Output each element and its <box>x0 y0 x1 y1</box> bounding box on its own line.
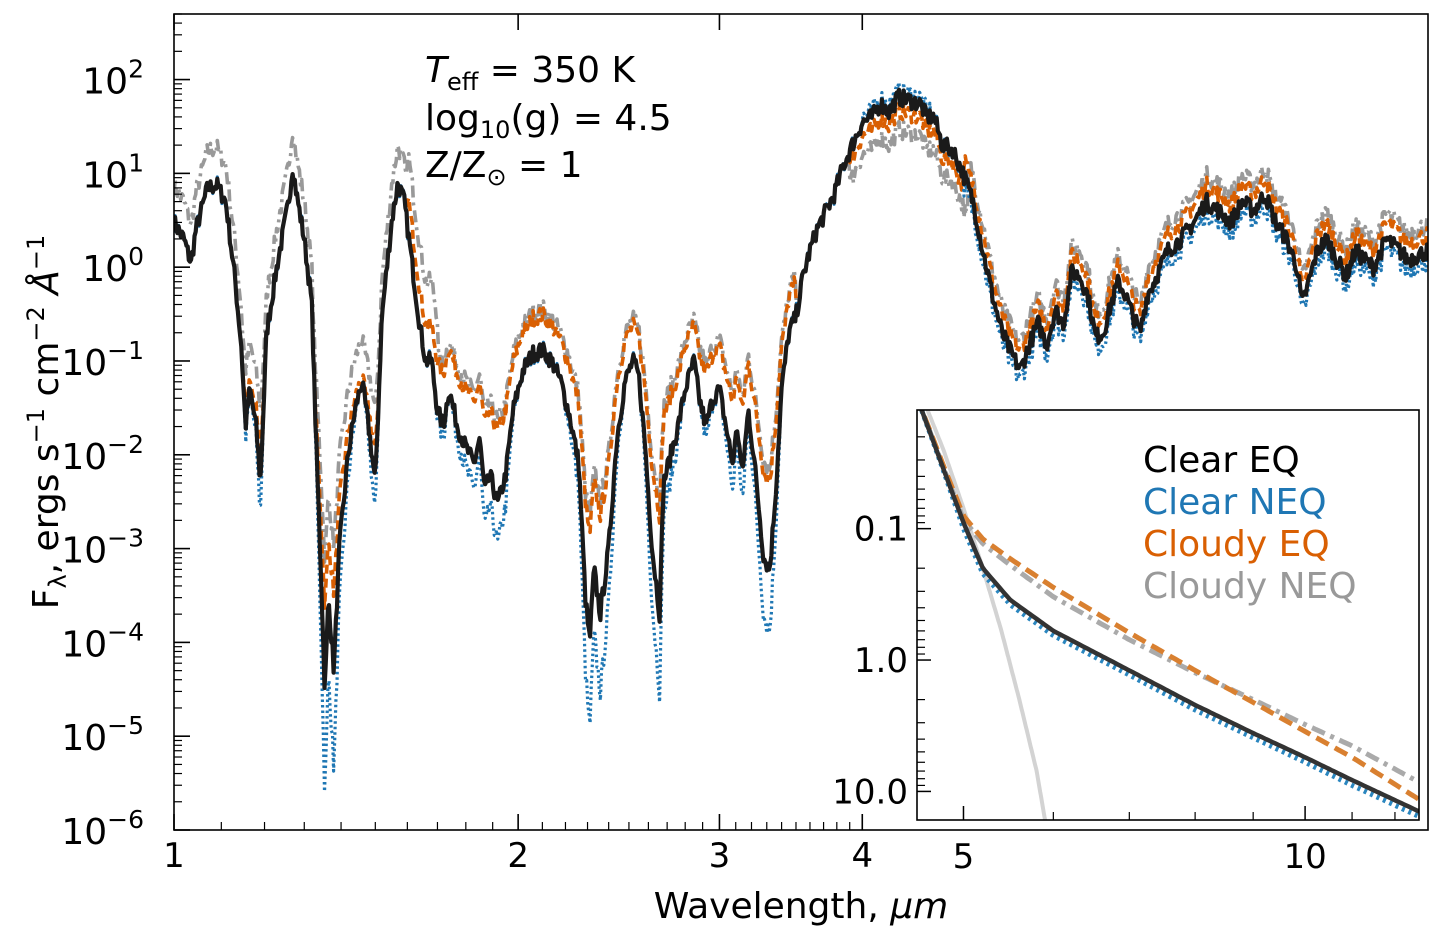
inset-cloudy-neq-line <box>919 410 1419 785</box>
legend-entry-cloudy-neq: Cloudy NEQ <box>1143 566 1357 607</box>
inset-series-group <box>918 410 1419 820</box>
y-tick-label: 10−3 <box>61 524 144 572</box>
main-series-group <box>174 80 1428 794</box>
y-tick-label: 10−4 <box>61 617 144 665</box>
annotation-logg: log10(g) = 4.5 <box>425 98 672 144</box>
y-tick-label: 10−5 <box>61 711 144 759</box>
inset-y-tick-label: 1.0 <box>854 641 908 681</box>
x-tick-label: 1 <box>163 836 185 876</box>
x-tick-label: 2 <box>507 836 529 876</box>
y-tick-label: 102 <box>82 55 144 103</box>
inset-clear-eq-line <box>919 410 1419 814</box>
inset-y-tick-label: 0.1 <box>854 510 908 550</box>
inset-y-tick-label: 10.0 <box>832 772 908 812</box>
y-tick-label: 10−2 <box>61 430 144 478</box>
series-line-cloudy-neq <box>174 119 1428 564</box>
plot-frame <box>173 13 1429 831</box>
y-axis-label: Fλ, ergs s−1 cm−2 Å−1 <box>22 235 72 610</box>
y-tick-label: 101 <box>82 148 144 196</box>
y-tick-label: 10−1 <box>61 336 144 384</box>
annotation-metallicity: Z/Z⊙ = 1 <box>425 145 583 191</box>
y-tick-label: 10−6 <box>61 805 144 853</box>
legend-entry-cloudy-eq: Cloudy EQ <box>1143 524 1330 565</box>
series-line-clear-eq <box>174 87 1428 691</box>
y-tick-label: 100 <box>82 242 144 290</box>
x-tick-label: 4 <box>851 836 873 876</box>
inset-ticks: 5 10 0.1 1.0 10.0 <box>832 436 1396 877</box>
inset-frame <box>916 409 1420 821</box>
inset-background <box>917 410 1419 820</box>
inset-cloudy-eq-line <box>919 410 1419 802</box>
inset-x-tick-label: 5 <box>953 837 975 877</box>
inset-x-tick-label: 10 <box>1283 837 1326 877</box>
main-ticks: 1 2 3 4 10−6 10−5 10−4 10−3 10−2 10−1 100 101 102 <box>61 13 873 876</box>
legend-entry-clear-neq: Clear NEQ <box>1143 482 1327 523</box>
annotation-teff: Teff = 350 K <box>425 50 637 96</box>
x-axis-label: Wavelength, μm <box>654 886 948 927</box>
legend-entry-clear-eq: Clear EQ <box>1143 440 1300 481</box>
x-tick-label: 3 <box>709 836 731 876</box>
